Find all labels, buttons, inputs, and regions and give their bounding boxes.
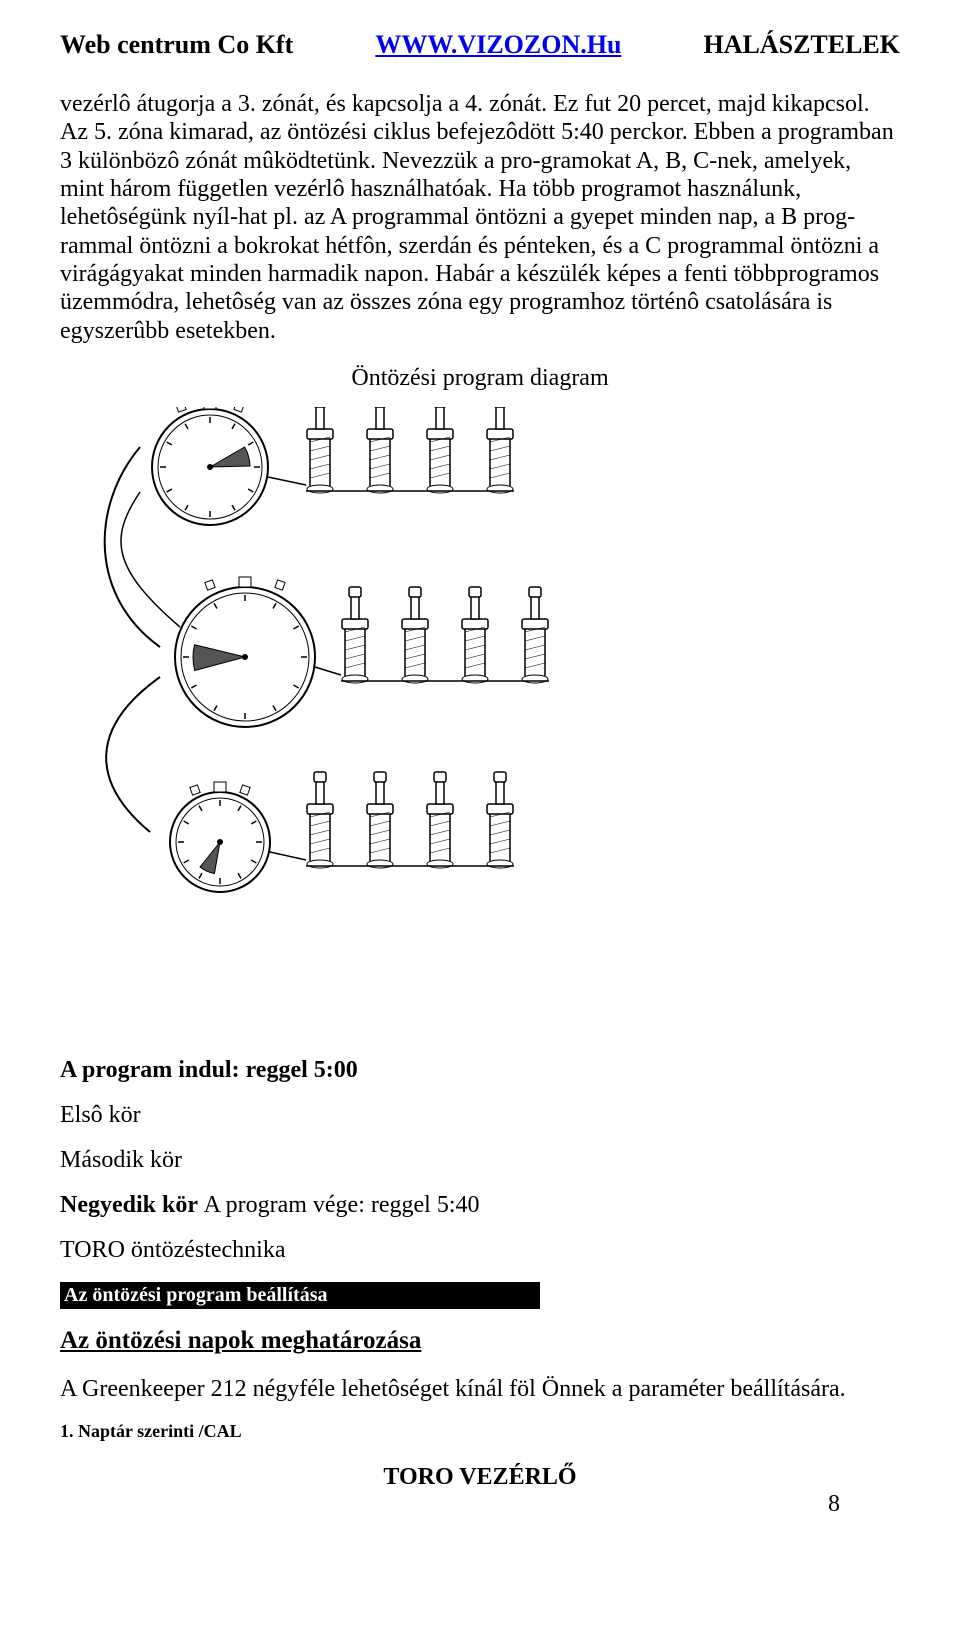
section-bar-settings: Az öntözési program beállítása bbox=[60, 1282, 540, 1309]
page-header: Web centrum Co Kft WWW.VIZOZON.Hu HALÁSZ… bbox=[60, 30, 900, 60]
second-round-line: Második kör bbox=[60, 1147, 900, 1174]
first-round-line: Elsô kör bbox=[60, 1102, 900, 1129]
header-company: Web centrum Co Kft bbox=[60, 30, 293, 60]
diagram-container bbox=[60, 407, 600, 917]
fourth-round-line: Negyedik kör A program vége: reggel 5:40 bbox=[60, 1192, 900, 1219]
days-heading: Az öntözési napok meghatározása bbox=[60, 1327, 900, 1355]
fourth-round-label: Negyedik kör bbox=[60, 1192, 204, 1218]
page-footer: TORO VEZÉRLŐ 8 bbox=[60, 1464, 900, 1491]
footer-page-number: 8 bbox=[828, 1491, 840, 1518]
list-item-1: 1. Naptár szerinti /CAL bbox=[60, 1421, 900, 1442]
greenkeeper-text: A Greenkeeper 212 négyféle lehetôséget k… bbox=[60, 1375, 900, 1403]
main-paragraph: vezérlô átugorja a 3. zónát, és kapcsolj… bbox=[60, 90, 900, 345]
irrigation-diagram bbox=[60, 407, 600, 917]
header-location: HALÁSZTELEK bbox=[703, 30, 900, 60]
toro-tech-line: TORO öntözéstechnika bbox=[60, 1237, 900, 1264]
diagram-title: Öntözési program diagram bbox=[60, 365, 900, 392]
program-start-line: A program indul: reggel 5:00 bbox=[60, 1057, 900, 1084]
program-lines: A program indul: reggel 5:00 Elsô kör Má… bbox=[60, 1057, 900, 1264]
header-url-link[interactable]: WWW.VIZOZON.Hu bbox=[375, 30, 621, 60]
program-end-text: A program vége: reggel 5:40 bbox=[204, 1192, 480, 1218]
footer-title: TORO VEZÉRLŐ bbox=[383, 1464, 576, 1491]
